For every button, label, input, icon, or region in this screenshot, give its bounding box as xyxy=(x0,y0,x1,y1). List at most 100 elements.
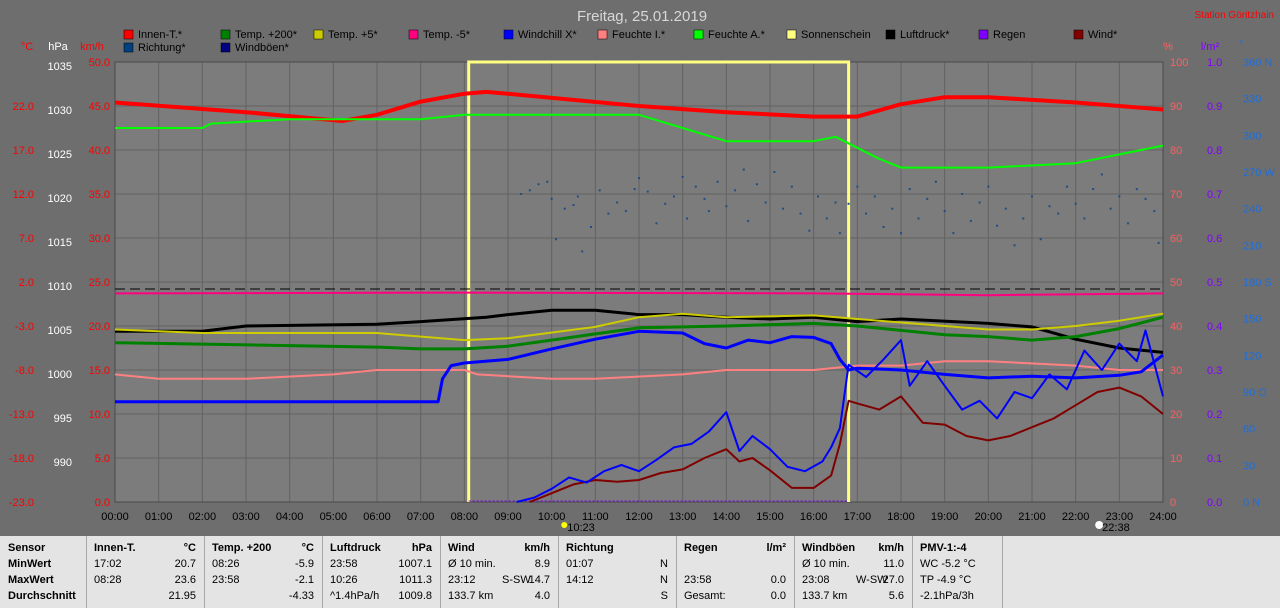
x-tick-label: 15:00 xyxy=(756,511,784,523)
stats-block-title: Luftdruck xyxy=(330,542,381,554)
x-tick-label: 05:00 xyxy=(320,511,348,523)
legend-label-temp-200: Temp. +200* xyxy=(235,29,298,41)
direction-point xyxy=(1083,217,1086,220)
direction-point xyxy=(598,189,601,192)
x-tick-label: 01:00 xyxy=(145,511,173,523)
stats-cell-label: 23:08 xyxy=(802,574,830,586)
direction-tick-label: 360 N xyxy=(1243,57,1272,69)
direction-point xyxy=(638,177,640,180)
humidity-tick-label: 70 xyxy=(1170,189,1182,201)
direction-point xyxy=(664,202,667,205)
direction-point xyxy=(607,212,610,215)
direction-point xyxy=(900,232,902,235)
stats-block-unit: °C xyxy=(301,542,314,554)
direction-point xyxy=(646,190,649,193)
stats-cell-value: 27.0 xyxy=(882,574,904,586)
direction-point xyxy=(1048,205,1051,208)
rain-tick-label: 0.5 xyxy=(1207,277,1222,289)
stats-cell-label: 08:28 xyxy=(94,574,122,586)
direction-point xyxy=(563,207,566,210)
temp-tick-label: -8.0 xyxy=(15,365,34,377)
x-tick-label: 22:00 xyxy=(1062,511,1090,523)
direction-point xyxy=(808,229,811,232)
legend-label-wind: Wind* xyxy=(1088,29,1118,41)
statistics-panel: Sensor MinWert MaxWert Durchschnitt Innen-T.… xyxy=(0,536,1280,608)
direction-point xyxy=(716,180,719,183)
wind-tick-label: 15.0 xyxy=(89,365,110,377)
direction-point xyxy=(865,212,868,215)
pressure-tick-label: 1015 xyxy=(48,237,72,249)
stats-cell-label: ^1.4hPa/h xyxy=(330,590,380,602)
humidity-tick-label: 20 xyxy=(1170,409,1182,421)
direction-tick-label: 240 xyxy=(1243,204,1261,216)
stats-block-title: Wind xyxy=(448,542,475,554)
stats-cell-value: 4.0 xyxy=(534,590,550,602)
direction-point xyxy=(873,195,876,198)
wind-tick-label: 5.0 xyxy=(95,453,110,465)
series-line-temp-200 xyxy=(114,315,1164,351)
sunshine-bar xyxy=(467,60,851,502)
direction-point xyxy=(891,207,894,210)
rain-tick-label: 0.8 xyxy=(1207,145,1222,157)
direction-point xyxy=(1153,210,1156,213)
direction-tick-label: 150 xyxy=(1243,314,1261,326)
rain-tick-label: 0.7 xyxy=(1207,189,1222,201)
stats-row-label: MaxWert xyxy=(8,574,54,586)
direction-point xyxy=(926,197,929,200)
stats-block-windb-en: Windböen km/h Ø 10 min. 11.0 23:08 W-SW 27.0 13… xyxy=(794,536,913,608)
stats-row-labels: Sensor MinWert MaxWert Durchschnitt xyxy=(0,536,87,608)
stats-cell-label: 133.7 km xyxy=(448,590,494,602)
direction-point xyxy=(856,185,859,188)
x-tick-label: 16:00 xyxy=(800,511,828,523)
direction-point xyxy=(555,238,558,241)
direction-point xyxy=(1157,241,1160,244)
stats-cell-value: 0.0 xyxy=(770,574,786,586)
stats-block-luftdruck: Luftdruck hPa 23:58 1007.1 10:26 1011.3 ^1.4hP… xyxy=(322,536,441,608)
legend-label-richtung: Richtung* xyxy=(138,42,186,54)
stats-block-unit: hPa xyxy=(411,542,432,554)
direction-point xyxy=(616,201,619,204)
direction-tick-label: 330 xyxy=(1243,94,1261,106)
direction-point xyxy=(764,201,767,204)
direction-point xyxy=(589,226,592,228)
stats-cell-value: 23.6 xyxy=(174,574,196,586)
pressure-tick-label: 995 xyxy=(54,413,72,425)
wind-tick-label: 10.0 xyxy=(89,409,110,421)
direction-point xyxy=(1127,222,1130,225)
stats-cell-label: 01:07 xyxy=(566,558,594,570)
x-tick-label: 06:00 xyxy=(363,511,391,523)
series-line-feuchte-a xyxy=(115,113,1164,169)
stats-cell-label: 23:58 xyxy=(212,574,240,586)
direction-tick-label: 90 O xyxy=(1243,387,1267,399)
stats-cell-label: 10:26 xyxy=(330,574,358,586)
pressure-tick-label: 1005 xyxy=(48,325,72,337)
direction-point xyxy=(961,193,964,195)
direction-point xyxy=(934,180,937,183)
legend-swatch-innen-t xyxy=(123,29,134,40)
stats-block-regen: Regen l/m² 23:58 0.0 Gesamt: 0.0 xyxy=(676,536,795,608)
stats-cell-extra: S-SW xyxy=(502,574,531,586)
direction-point xyxy=(572,204,575,206)
stats-block-title: Richtung xyxy=(566,542,614,554)
x-tick-label: 21:00 xyxy=(1018,511,1046,523)
temp-tick-label: -3.0 xyxy=(15,321,34,333)
stats-block-title: PMV-1:-4 xyxy=(920,542,967,554)
direction-points xyxy=(520,168,1160,253)
sunrise-label: 10:23 xyxy=(567,522,595,534)
direction-point xyxy=(546,180,549,183)
direction-tick-label: 0 N xyxy=(1243,497,1260,509)
stats-cell-value: 1009.8 xyxy=(398,590,432,602)
direction-point xyxy=(703,197,706,200)
direction-point xyxy=(1039,238,1042,241)
direction-point xyxy=(790,185,793,188)
stats-cell-label: -2.1hPa/3h xyxy=(920,590,974,602)
humidity-unit-label: % xyxy=(1163,41,1173,53)
direction-tick-label: 210 xyxy=(1243,240,1261,252)
x-tick-label: 13:00 xyxy=(669,511,697,523)
humidity-tick-label: 60 xyxy=(1170,233,1182,245)
stats-cell-label: TP -4.9 °C xyxy=(920,574,972,586)
wind-tick-label: 45.0 xyxy=(89,101,110,113)
x-tick-label: 14:00 xyxy=(713,511,741,523)
wind-tick-label: 25.0 xyxy=(89,277,110,289)
stats-block-title: Temp. +200 xyxy=(212,542,272,554)
